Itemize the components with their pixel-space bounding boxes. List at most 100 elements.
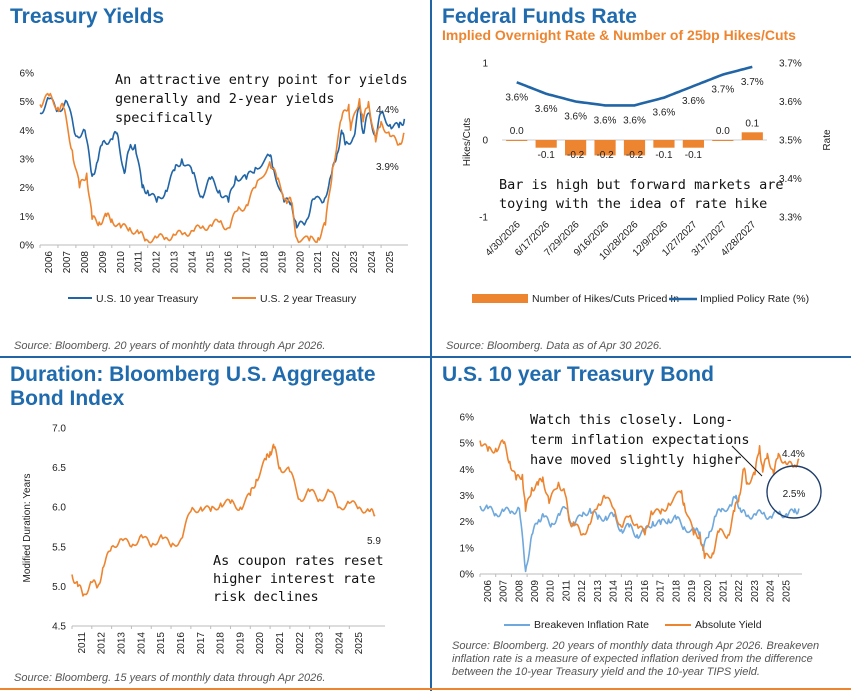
y-tick-label-left: 1 [482,59,488,70]
x-tick-label: 2006 [483,580,494,603]
series-line-u-s-2-year-treasury [39,92,405,244]
x-tick-label: 2007 [62,251,73,274]
x-tick-label: 2023 [315,632,326,655]
y-tick-label: 3% [460,491,475,502]
panel-title: U.S. 10 year Treasury Bond [442,363,714,386]
bar [594,140,616,156]
x-tick-label: 2025 [781,580,792,603]
x-tick-label: 2009 [98,251,109,274]
y-tick-label: 5% [460,439,475,450]
x-tick-label: 2010 [546,580,557,603]
y-tick-label: 5.0 [52,582,66,593]
bar [506,140,528,141]
x-tick-label: 2018 [259,251,270,274]
y-axis-label-right: Rate [822,129,833,151]
x-tick-label: 2022 [331,251,342,274]
x-tick-label: 2025 [385,251,396,274]
x-tick-label: 2016 [176,632,187,655]
x-tick-label: 2015 [156,632,167,655]
legend-label-breakeven: Breakeven Inflation Rate [534,619,649,631]
x-tick-label: 2024 [334,632,345,655]
series-line-duration [71,443,376,597]
x-tick-label: 2008 [514,580,525,603]
x-tick-label: 2017 [241,251,252,274]
annotation-line: As coupon rates reset [213,553,384,569]
y-tick-label: 7.0 [52,424,66,435]
series-line-implied-policy-rate [516,65,753,107]
source-note: Source: Bloomberg. 15 years of monthly d… [14,672,326,684]
x-tick-label: 2014 [188,251,199,274]
x-tick-label: 2021 [313,251,324,274]
legend-swatch-bars [472,294,528,303]
panel-title: Federal Funds Rate [442,5,637,28]
annotation-line: risk declines [213,589,319,605]
end-label-2y: 3.9% [376,162,399,173]
duration-panel: Duration: Bloomberg U.S. Aggregate Bond … [0,358,430,691]
x-tick-label: 2017 [196,632,207,655]
treasury-yields-chart: 0% 1% 2% 3% 4% 5% 6% 2006 2007 2008 2009 2010 2011 20… [20,69,408,305]
x-tick-label: 2019 [277,251,288,274]
line-label: 3.6% [564,112,587,123]
duration-chart: 4.5 5.0 5.5 6.0 6.5 7.0 2011 2012 2013 2014 2015 20… [22,424,385,655]
x-tick-label: 2023 [349,251,360,274]
y-tick-label: 1% [20,212,35,223]
y-tick-label: 6.5 [52,463,66,474]
line-label: 3.6% [682,96,705,107]
x-tick-label: 2015 [206,251,217,274]
annotation-line: term inflation expectations [530,432,749,448]
treasury-yields-panel: Treasury Yields 0% 1% 2% 3% 4% 5% 6% 2006 2007 20… [0,0,430,356]
highlight-circle [766,465,822,519]
y-tick-label: 2% [20,183,35,194]
source-note: Source: Bloomberg. 20 years of monhtly d… [14,340,326,352]
panel-title: Treasury Yields [10,5,165,28]
y-tick-label: 6.0 [52,503,66,514]
bar-label: -0.1 [685,150,703,161]
series-line-absolute-yield [479,439,800,560]
y-tick-label-right: 3.4% [779,174,802,185]
bar-label: 0.0 [716,126,730,137]
source-note: Source: Bloomberg. Data as of Apr 30 202… [446,340,663,352]
line-label: 3.7% [741,77,764,88]
legend-label-10y: U.S. 10 year Treasury [96,293,199,305]
bar-label: -0.2 [596,150,614,161]
legend-label-bars: Number of Hikes/Cuts Priced In [532,293,679,305]
annotation-line: An attractive entry point for yields [115,72,408,88]
x-tick-label: 2020 [703,580,714,603]
x-tick-label: 2022 [734,580,745,603]
x-tick-label: 2013 [117,632,128,655]
annotation-line: toying with the idea of rate hike [499,196,767,212]
y-tick-label: 2% [460,517,475,528]
bar [535,140,557,148]
bar-label: -0.2 [626,150,644,161]
ten-year-treasury-panel: U.S. 10 year Treasury Bond 0% 1% 2% 3% 4% 5% 6… [432,358,851,691]
y-tick-label: 4.5 [52,622,66,633]
end-label-10y: 4.4% [376,105,399,116]
x-tick-label: 2012 [152,251,163,274]
y-tick-label-right: 3.7% [779,59,802,70]
source-note: Source: Bloomberg. 20 years of monthly d… [452,640,820,678]
x-tick-label: 2009 [530,580,541,603]
horizontal-divider [0,356,851,358]
x-tick-label: 2013 [170,251,181,274]
x-tick-label: 2025 [354,632,365,655]
vertical-divider [430,0,432,691]
y-tick-label: 3% [20,155,35,166]
legend-label-line: Implied Policy Rate (%) [700,293,809,305]
y-tick-label-left: -1 [479,213,488,224]
y-tick-label: 6% [460,413,475,424]
end-label-breakeven: 2.5% [783,489,806,500]
ten-year-treasury-chart: 0% 1% 2% 3% 4% 5% 6% 2006 2007 2008 2009 2010 2011 20… [460,412,822,631]
x-tick-label: 2024 [367,251,378,274]
x-tick-label: 2011 [134,251,145,273]
annotation-line: Bar is high but forward markets are [499,177,783,193]
end-label-yield: 4.4% [782,449,805,460]
y-tick-label-right: 3.6% [779,97,802,108]
line-label: 3.6% [623,115,646,126]
y-tick-label-left: 0 [482,136,488,147]
x-tick-label: 2020 [255,632,266,655]
y-tick-label: 0% [20,241,35,252]
bar-label: -0.1 [538,150,556,161]
x-tick-label: 2014 [136,632,147,655]
bar [741,132,763,140]
panel-subtitle: Implied Overnight Rate & Number of 25bp … [442,27,796,43]
